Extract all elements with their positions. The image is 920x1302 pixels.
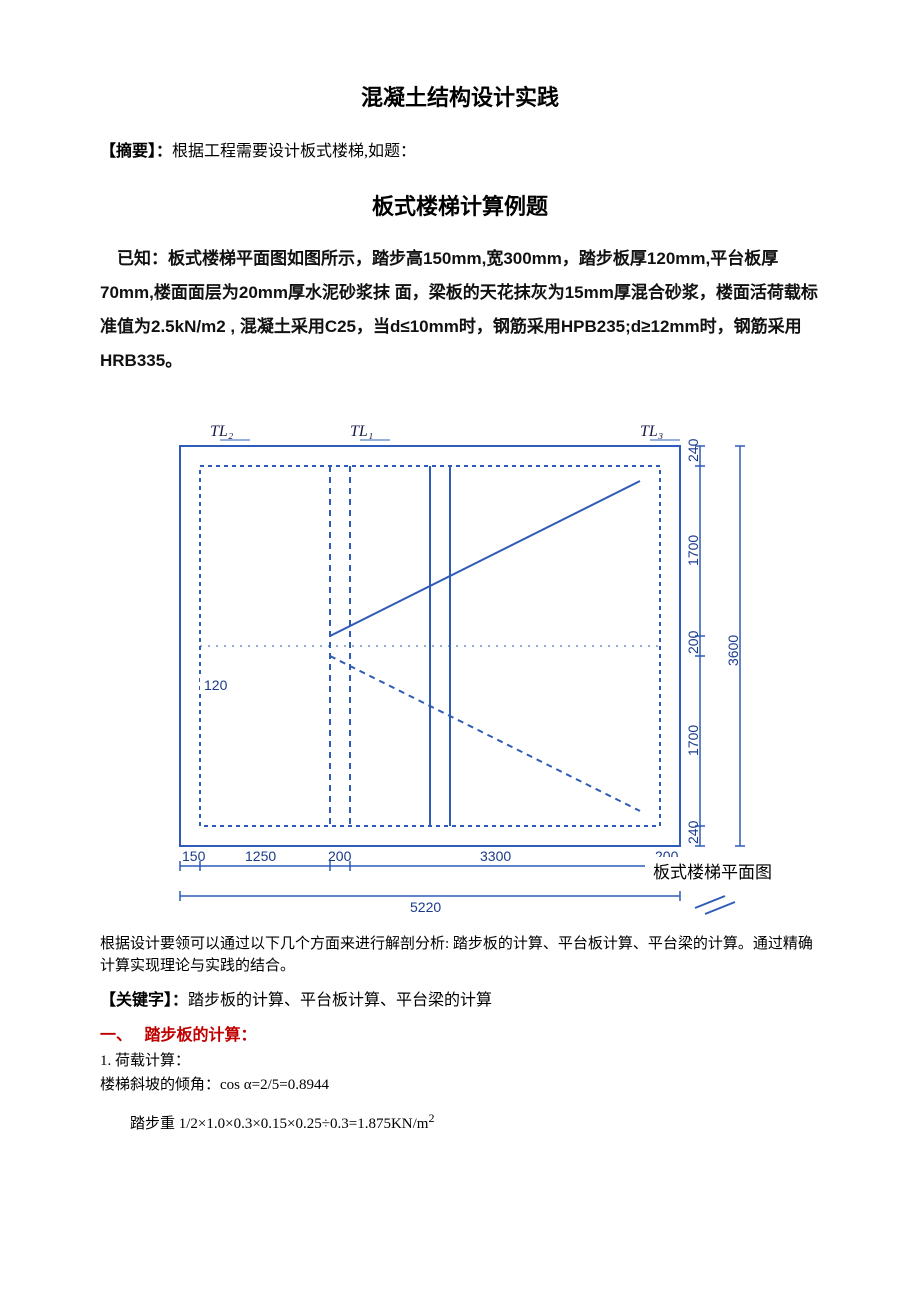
label-TL2: TL₂ bbox=[210, 423, 234, 440]
keywords-text: 踏步板的计算、平台板计算、平台梁的计算 bbox=[188, 992, 492, 1009]
stair-plan-diagram: TL₂ TL₁ TL₃ 150 1250 200 3300 200 5220 2… bbox=[100, 396, 820, 925]
step-weight-text: 踏步重 1/2×1.0×0.3×0.15×0.25÷0.3=1.875KN/m bbox=[130, 1116, 428, 1132]
vdim-1700a: 1700 bbox=[685, 535, 701, 566]
page-title: 混凝土结构设计实践 bbox=[100, 80, 820, 115]
keywords-row: 【关键字】：踏步板的计算、平台板计算、平台梁的计算 bbox=[100, 988, 820, 1014]
step-weight-line: 踏步重 1/2×1.0×0.3×0.15×0.25÷0.3=1.875KN/m2 bbox=[130, 1109, 820, 1136]
vdim-1700b: 1700 bbox=[685, 725, 701, 756]
abstract-row: 【摘要】：根据工程需要设计板式楼梯,如题： bbox=[100, 139, 820, 165]
stair-plan-svg: TL₂ TL₁ TL₃ 150 1250 200 3300 200 5220 2… bbox=[100, 396, 770, 916]
sup-2: 2 bbox=[428, 1111, 434, 1125]
hdim-total: 5220 bbox=[410, 899, 441, 915]
section-1-heading: 一、 踏步板的计算： bbox=[100, 1023, 820, 1049]
abstract-text: 根据工程需要设计板式楼梯,如题： bbox=[172, 143, 416, 160]
label-TL1: TL₁ bbox=[350, 423, 373, 440]
label-120: 120 bbox=[204, 677, 228, 693]
abstract-label: 【摘要】： bbox=[100, 143, 172, 160]
post-diagram-text: 根据设计要领可以通过以下几个方面来进行解剖分析: 踏步板的计算、平台板计算、平台… bbox=[100, 933, 820, 978]
label-TL3: TL₃ bbox=[640, 423, 663, 440]
diagram-caption: 板式楼梯平面图 bbox=[645, 857, 780, 888]
example-subtitle: 板式楼梯计算例题 bbox=[100, 189, 820, 224]
hdim-1250: 1250 bbox=[245, 848, 276, 864]
keywords-label: 【关键字】： bbox=[100, 992, 188, 1009]
vdim-240b: 240 bbox=[685, 820, 701, 844]
vdim-total: 3600 bbox=[725, 635, 741, 666]
hdim-150: 150 bbox=[182, 848, 206, 864]
hdim-3300: 3300 bbox=[480, 848, 511, 864]
vdim-200: 200 bbox=[685, 630, 701, 654]
angle-line: 楼梯斜坡的倾角：cos α=2/5=0.8944 bbox=[100, 1073, 820, 1097]
item-1-1: 1. 荷载计算： bbox=[100, 1049, 820, 1073]
vdim-240a: 240 bbox=[685, 438, 701, 462]
hdim-200a: 200 bbox=[328, 848, 352, 864]
problem-statement: 已知：板式楼梯平面图如图所示，踏步高150mm,宽300mm，踏步板厚120mm… bbox=[100, 242, 820, 378]
